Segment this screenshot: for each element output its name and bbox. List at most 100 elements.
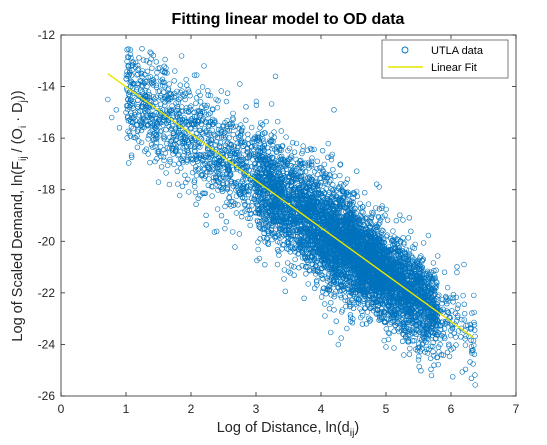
data-point: [362, 190, 368, 196]
data-point: [166, 181, 173, 188]
data-point: [161, 133, 167, 139]
data-point: [324, 278, 331, 284]
data-point: [287, 270, 293, 276]
data-point: [190, 160, 196, 166]
data-point: [230, 229, 236, 235]
data-point: [145, 74, 151, 81]
data-point: [194, 72, 200, 78]
data-point: [178, 53, 185, 59]
data-point: [408, 253, 414, 259]
data-point: [165, 162, 171, 169]
data-point: [309, 161, 315, 168]
data-point: [185, 118, 192, 125]
data-point: [409, 338, 416, 344]
data-point: [188, 103, 194, 109]
data-point: [272, 73, 279, 80]
data-point: [153, 99, 159, 106]
data-point: [226, 135, 232, 141]
data-point: [329, 187, 336, 194]
data-point: [309, 147, 315, 153]
data-point: [246, 183, 252, 189]
data-point: [282, 288, 288, 294]
data-point: [136, 112, 142, 118]
data-point: [214, 228, 220, 235]
data-point: [239, 209, 245, 216]
data-point: [288, 263, 295, 269]
data-point: [383, 233, 389, 240]
data-point: [354, 168, 360, 174]
data-point: [335, 341, 341, 348]
data-point: [337, 172, 343, 179]
data-point: [241, 198, 247, 205]
data-point: [211, 131, 218, 138]
data-point: [230, 199, 236, 205]
data-point: [223, 219, 230, 225]
data-point: [243, 104, 249, 110]
data-point: [453, 318, 460, 324]
data-point: [193, 201, 199, 208]
data-point: [375, 213, 381, 220]
data-point: [331, 107, 337, 113]
data-point: [147, 159, 153, 166]
data-point: [245, 188, 251, 194]
data-point: [293, 140, 300, 147]
data-point: [462, 342, 469, 348]
data-point: [165, 98, 172, 104]
data-point: [411, 245, 417, 252]
data-point: [278, 153, 285, 160]
data-point: [128, 152, 135, 158]
data-point: [195, 167, 201, 173]
data-point: [288, 153, 295, 159]
data-point: [428, 372, 435, 379]
data-point: [239, 125, 246, 131]
data-point: [333, 318, 339, 324]
data-point: [146, 132, 152, 139]
data-point: [401, 241, 407, 247]
data-point: [105, 96, 111, 103]
data-point: [206, 122, 213, 128]
data-point: [441, 269, 448, 275]
data-point: [139, 45, 145, 52]
data-point: [322, 301, 328, 307]
data-point: [193, 95, 200, 101]
data-point: [157, 143, 164, 150]
data-point: [158, 93, 164, 99]
data-point: [337, 161, 344, 167]
data-point: [455, 312, 461, 319]
data-point: [173, 136, 180, 142]
data-point: [349, 320, 356, 326]
data-point: [245, 155, 251, 161]
data-point: [154, 156, 160, 162]
data-point: [369, 212, 375, 218]
data-point: [359, 321, 366, 327]
data-point: [199, 84, 206, 90]
data-point: [124, 58, 130, 65]
data-point: [217, 130, 224, 137]
data-point: [226, 195, 232, 201]
data-point: [145, 151, 151, 157]
data-point: [468, 375, 475, 381]
data-point: [424, 350, 431, 356]
data-point: [448, 327, 454, 334]
data-point: [460, 292, 466, 299]
data-point: [461, 261, 467, 268]
data-point: [430, 343, 436, 350]
data-point: [150, 82, 156, 88]
data-point: [433, 267, 439, 273]
data-point: [322, 313, 328, 319]
data-point: [153, 140, 160, 146]
data-point: [218, 134, 225, 140]
data-point: [197, 99, 204, 105]
data-point: [459, 369, 465, 375]
data-point: [331, 294, 337, 300]
data-point: [136, 138, 142, 144]
data-point: [205, 119, 212, 126]
data-point: [419, 330, 425, 336]
data-point: [431, 362, 437, 368]
data-point: [434, 354, 440, 360]
data-point: [309, 155, 315, 161]
data-point: [285, 179, 291, 185]
data-point: [245, 131, 251, 138]
data-point: [435, 361, 441, 368]
data-point: [452, 321, 458, 327]
